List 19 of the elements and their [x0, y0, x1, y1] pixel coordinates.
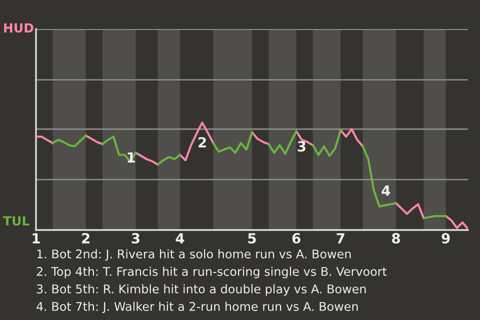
annotation: 4 [382, 186, 390, 196]
x-tick-label: 2 [82, 233, 90, 244]
text: 4. Bot 7th: J. Walker hit a 2-run home run vs A. Bowen [36, 302, 358, 314]
text: HUD [4, 23, 34, 33]
text: 3. Bot 5th: R. Kimble hit into a double play vs A. Bowen [36, 284, 366, 296]
annotation: 3 [298, 141, 306, 152]
text: TUL [3, 216, 30, 226]
x-tick-label: 4 [176, 233, 184, 244]
x-tick-label: 6 [292, 233, 300, 244]
text: 1. Bot 2nd: J. Rivera hit a solo home run vs A. Bowen [37, 249, 351, 261]
x-tick-label: 7 [336, 233, 344, 244]
x-tick-label: 3 [132, 233, 140, 244]
text: 2. Top 4th: T. Francis hit a run-scoring single vs B. Vervoort [36, 266, 387, 278]
x-tick-label: 1 [32, 233, 40, 244]
x-tick-label: 5 [248, 233, 256, 244]
x-tick-label: 9 [442, 233, 450, 244]
annotation: 1 [128, 152, 135, 162]
annotation: 2 [198, 137, 206, 148]
x-tick-label: 8 [392, 233, 400, 244]
